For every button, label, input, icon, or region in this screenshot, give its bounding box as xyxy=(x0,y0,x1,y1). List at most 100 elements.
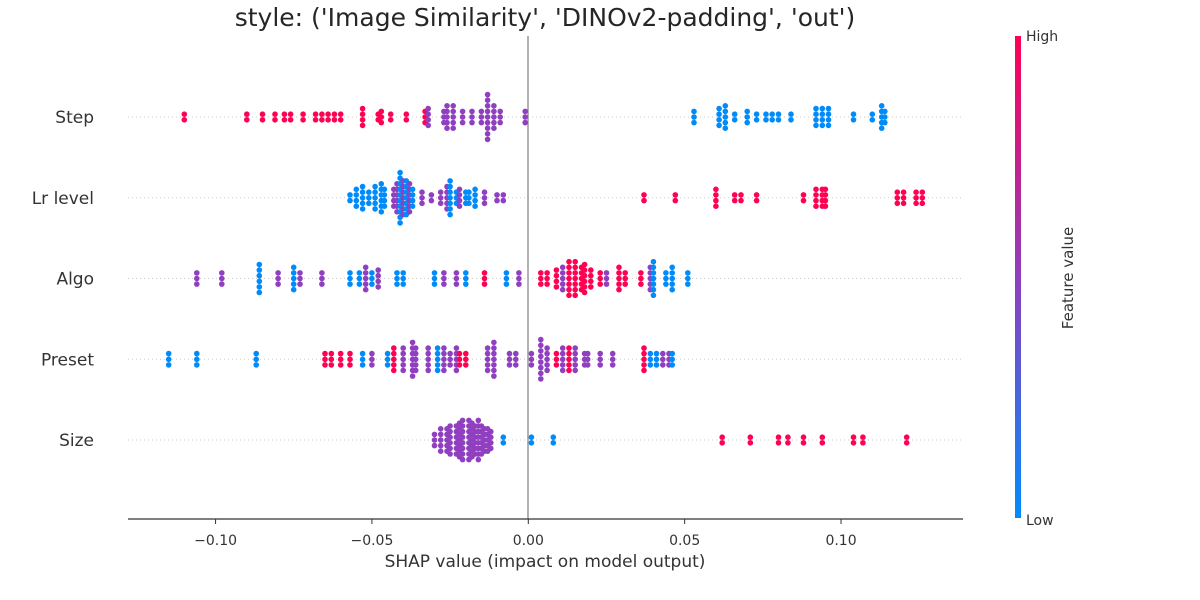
shap-point xyxy=(403,111,410,117)
shap-point xyxy=(437,200,444,207)
shap-point xyxy=(663,281,669,287)
shap-point xyxy=(362,264,369,271)
shap-point xyxy=(850,440,857,446)
shap-point xyxy=(394,270,400,276)
shap-point xyxy=(616,286,622,293)
shap-point xyxy=(572,292,578,299)
shap-point xyxy=(484,125,491,131)
shap-point xyxy=(375,284,382,290)
shap-point xyxy=(359,350,366,357)
shap-point xyxy=(478,119,485,126)
shap-point xyxy=(616,270,622,276)
shap-point xyxy=(603,275,610,282)
shap-point xyxy=(253,356,259,363)
shap-point xyxy=(319,275,325,282)
shap-point xyxy=(825,111,832,117)
shap-point xyxy=(456,192,463,198)
shap-point xyxy=(290,286,297,293)
shap-point xyxy=(459,417,466,424)
shap-point xyxy=(763,111,769,117)
shap-point xyxy=(900,195,907,201)
shap-point xyxy=(447,428,453,435)
shap-point xyxy=(441,356,447,363)
shap-point xyxy=(609,362,616,368)
shap-point xyxy=(359,362,366,368)
shap-point xyxy=(425,111,432,117)
shap-point xyxy=(572,367,578,374)
shap-point xyxy=(566,286,572,293)
shap-point xyxy=(459,440,466,446)
shap-point xyxy=(372,195,378,201)
shap-point xyxy=(691,114,697,120)
shap-point xyxy=(650,281,657,287)
shap-point xyxy=(256,267,263,273)
shap-point xyxy=(444,103,450,109)
shap-point xyxy=(472,197,478,204)
shap-point xyxy=(312,117,319,123)
shap-point xyxy=(459,114,466,120)
shap-point xyxy=(412,350,419,357)
shap-point xyxy=(463,275,469,282)
shap-point xyxy=(660,356,666,363)
shap-point xyxy=(394,281,400,287)
shap-point xyxy=(372,200,378,207)
shap-point xyxy=(738,192,744,198)
shap-point xyxy=(453,367,460,374)
shap-point xyxy=(653,350,660,357)
shap-point xyxy=(753,192,760,198)
shap-point xyxy=(663,270,669,276)
shap-point xyxy=(491,108,497,115)
shap-point xyxy=(641,367,647,374)
shap-point xyxy=(553,267,560,273)
shap-point xyxy=(566,264,572,271)
shap-point xyxy=(813,105,819,112)
shap-point xyxy=(322,356,328,363)
shap-point xyxy=(450,103,457,109)
x-tick-label: 0.05 xyxy=(669,533,700,549)
shap-point xyxy=(337,111,344,117)
shap-point xyxy=(685,281,691,287)
shap-point xyxy=(375,272,382,279)
shap-point xyxy=(453,275,460,282)
shap-point xyxy=(860,434,866,441)
shap-point xyxy=(437,448,444,455)
shap-point xyxy=(337,356,344,363)
shap-point xyxy=(822,197,829,204)
shap-point xyxy=(322,362,328,368)
shap-point xyxy=(281,117,288,123)
shap-point xyxy=(463,362,469,368)
shap-point xyxy=(894,195,901,201)
shap-point xyxy=(559,264,566,271)
shap-point xyxy=(581,284,588,290)
x-axis-ticks: −0.10 −0.05 0.00 0.05 0.10 xyxy=(194,519,857,549)
shap-point xyxy=(437,437,444,443)
shap-point xyxy=(484,103,491,109)
shap-point xyxy=(359,117,366,123)
shap-point xyxy=(290,270,297,276)
shap-point xyxy=(744,108,750,115)
shap-point xyxy=(516,270,522,276)
shap-point xyxy=(660,350,666,357)
shap-point xyxy=(553,284,560,290)
shap-point xyxy=(722,103,729,109)
shap-point xyxy=(441,367,447,374)
shap-point xyxy=(459,434,466,441)
shap-point xyxy=(463,350,469,357)
shap-point xyxy=(669,270,675,276)
shap-point xyxy=(484,114,491,120)
shap-point xyxy=(466,200,472,207)
shap-point xyxy=(572,264,578,271)
shap-point xyxy=(312,111,319,117)
shap-point xyxy=(581,272,588,279)
shap-point xyxy=(484,91,491,98)
shap-point xyxy=(566,270,572,276)
shap-point xyxy=(194,356,200,363)
shap-point xyxy=(522,119,528,126)
shap-point xyxy=(459,423,466,429)
shap-point xyxy=(800,192,807,198)
shap-point xyxy=(297,275,303,282)
shap-point xyxy=(337,362,344,368)
shap-point xyxy=(650,286,657,293)
shap-point xyxy=(384,356,391,363)
